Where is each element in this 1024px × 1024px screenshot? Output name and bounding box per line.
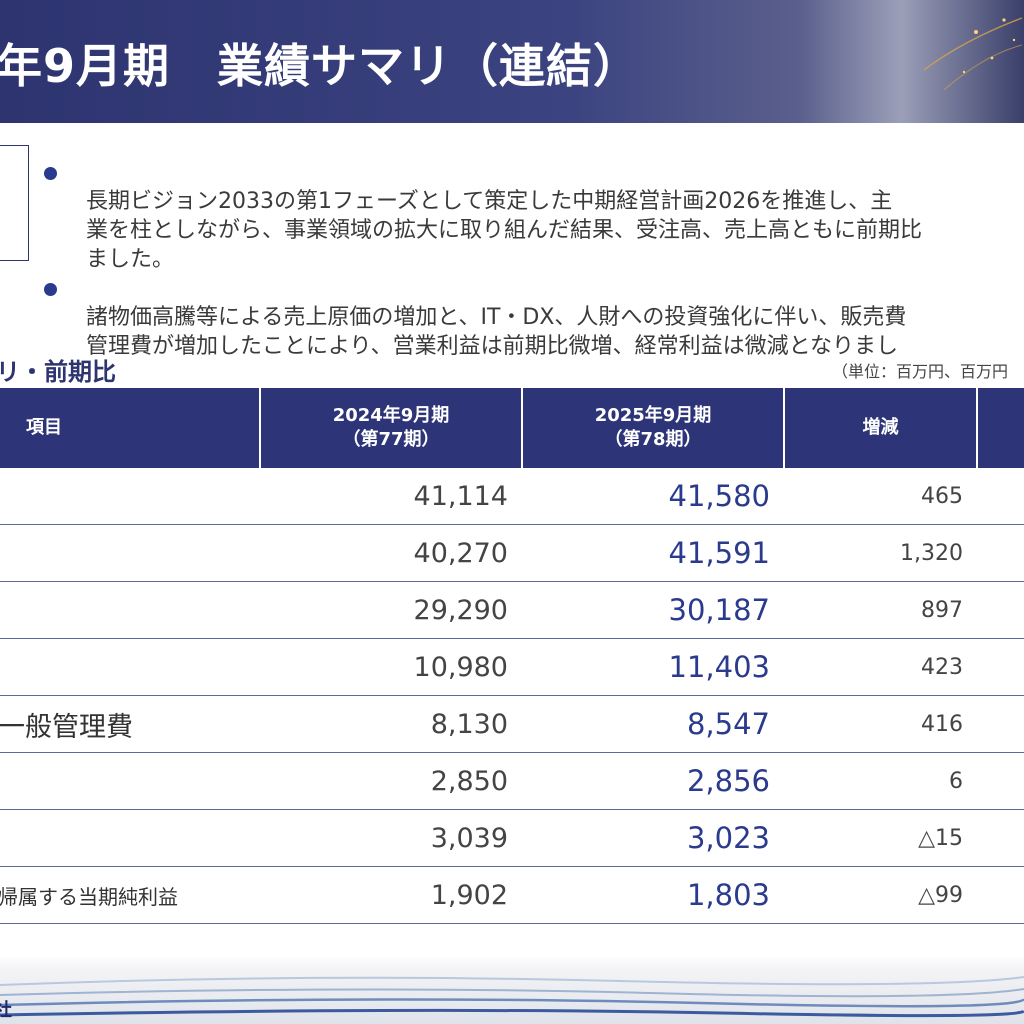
bullet-dot-icon xyxy=(44,283,57,296)
column-header-extra xyxy=(977,388,1024,468)
extra-cell xyxy=(977,524,1024,582)
table-row: 40,270 41,591 1,320 xyxy=(0,524,1024,582)
prev-value: 10,980 xyxy=(260,638,522,696)
extra-cell xyxy=(977,695,1024,753)
table-row: 41,114 41,580 465 xyxy=(0,468,1024,525)
change-value: 423 xyxy=(784,638,977,696)
extra-cell xyxy=(977,809,1024,867)
results-summary-table: 項目 2024年9月期 （第77期） 2025年9月期 （第78期） 増減 41… xyxy=(0,388,1024,924)
bullet-item: 長期ビジョン2033の第1フェーズとして策定した中期経営計画2026を推進し、主… xyxy=(40,158,1024,274)
slide-title: 年9月期 業績サマリ（連結） xyxy=(0,39,641,93)
bullet-text: 長期ビジョン2033の第1フェーズとして策定した中期経営計画2026を推進し、主… xyxy=(86,189,923,272)
footer-wave-graphic xyxy=(0,976,1024,1018)
extra-cell xyxy=(977,638,1024,696)
current-value: 11,403 xyxy=(522,638,784,696)
slide-header: 年9月期 業績サマリ（連結） xyxy=(0,0,1024,123)
current-value: 41,580 xyxy=(522,468,784,525)
column-header-item: 項目 xyxy=(0,388,261,468)
summary-label-box xyxy=(0,145,29,261)
table-row: 29,290 30,187 897 xyxy=(0,581,1024,639)
table-row: 3,039 3,023 △15 xyxy=(0,809,1024,867)
extra-cell xyxy=(977,866,1024,924)
row-label xyxy=(0,638,260,696)
summary-bullet-list: 長期ビジョン2033の第1フェーズとして策定した中期経営計画2026を推進し、主… xyxy=(40,158,1024,361)
row-label xyxy=(0,809,260,867)
unit-note: （単位：百万円、百万円 xyxy=(832,362,1009,381)
current-value: 1,803 xyxy=(522,866,784,924)
bullet-dot-icon xyxy=(44,167,57,180)
slide-footer xyxy=(0,955,1024,1024)
change-value: 416 xyxy=(784,695,977,753)
row-label xyxy=(0,752,260,810)
change-value: △99 xyxy=(784,866,977,924)
column-header-prev-period: 2024年9月期 （第77期） xyxy=(260,388,523,468)
change-value: 897 xyxy=(784,581,977,639)
footer-company-name: 社 xyxy=(0,1000,12,1021)
current-value: 2,856 xyxy=(522,752,784,810)
change-value: 6 xyxy=(784,752,977,810)
table-row: 10,980 11,403 423 xyxy=(0,638,1024,696)
table-row: 帰属する当期純利益 1,902 1,803 △99 xyxy=(0,866,1024,924)
row-label: 一般管理費 xyxy=(0,695,260,753)
table-row: 一般管理費 8,130 8,547 416 xyxy=(0,695,1024,753)
current-value: 30,187 xyxy=(522,581,784,639)
column-header-change: 増減 xyxy=(784,388,978,468)
change-value: △15 xyxy=(784,809,977,867)
extra-cell xyxy=(977,752,1024,810)
change-value: 1,320 xyxy=(784,524,977,582)
row-label: 帰属する当期純利益 xyxy=(0,866,260,924)
current-value: 8,547 xyxy=(522,695,784,753)
prev-value: 3,039 xyxy=(260,809,522,867)
prev-value: 41,114 xyxy=(260,468,522,525)
row-label xyxy=(0,468,260,525)
change-value: 465 xyxy=(784,468,977,525)
table-header-row: 項目 2024年9月期 （第77期） 2025年9月期 （第78期） 増減 xyxy=(0,388,1024,468)
prev-value: 29,290 xyxy=(260,581,522,639)
bullet-item: 諸物価高騰等による売上原価の増加と、IT・DX、人財への投資強化に伴い、販売費 … xyxy=(40,274,1024,361)
extra-cell xyxy=(977,468,1024,525)
bullet-text: 諸物価高騰等による売上原価の増加と、IT・DX、人財への投資強化に伴い、販売費 … xyxy=(86,305,907,359)
current-value: 41,591 xyxy=(522,524,784,582)
row-label xyxy=(0,581,260,639)
prev-value: 40,270 xyxy=(260,524,522,582)
current-value: 3,023 xyxy=(522,809,784,867)
column-header-current-period: 2025年9月期 （第78期） xyxy=(522,388,785,468)
prev-value: 8,130 xyxy=(260,695,522,753)
prev-value: 2,850 xyxy=(260,752,522,810)
extra-cell xyxy=(977,581,1024,639)
decorative-sparkle-graphic xyxy=(923,17,1023,91)
row-label xyxy=(0,524,260,582)
prev-value: 1,902 xyxy=(260,866,522,924)
table-row: 2,850 2,856 6 xyxy=(0,752,1024,810)
section-title: リ・前期比 xyxy=(0,358,116,386)
